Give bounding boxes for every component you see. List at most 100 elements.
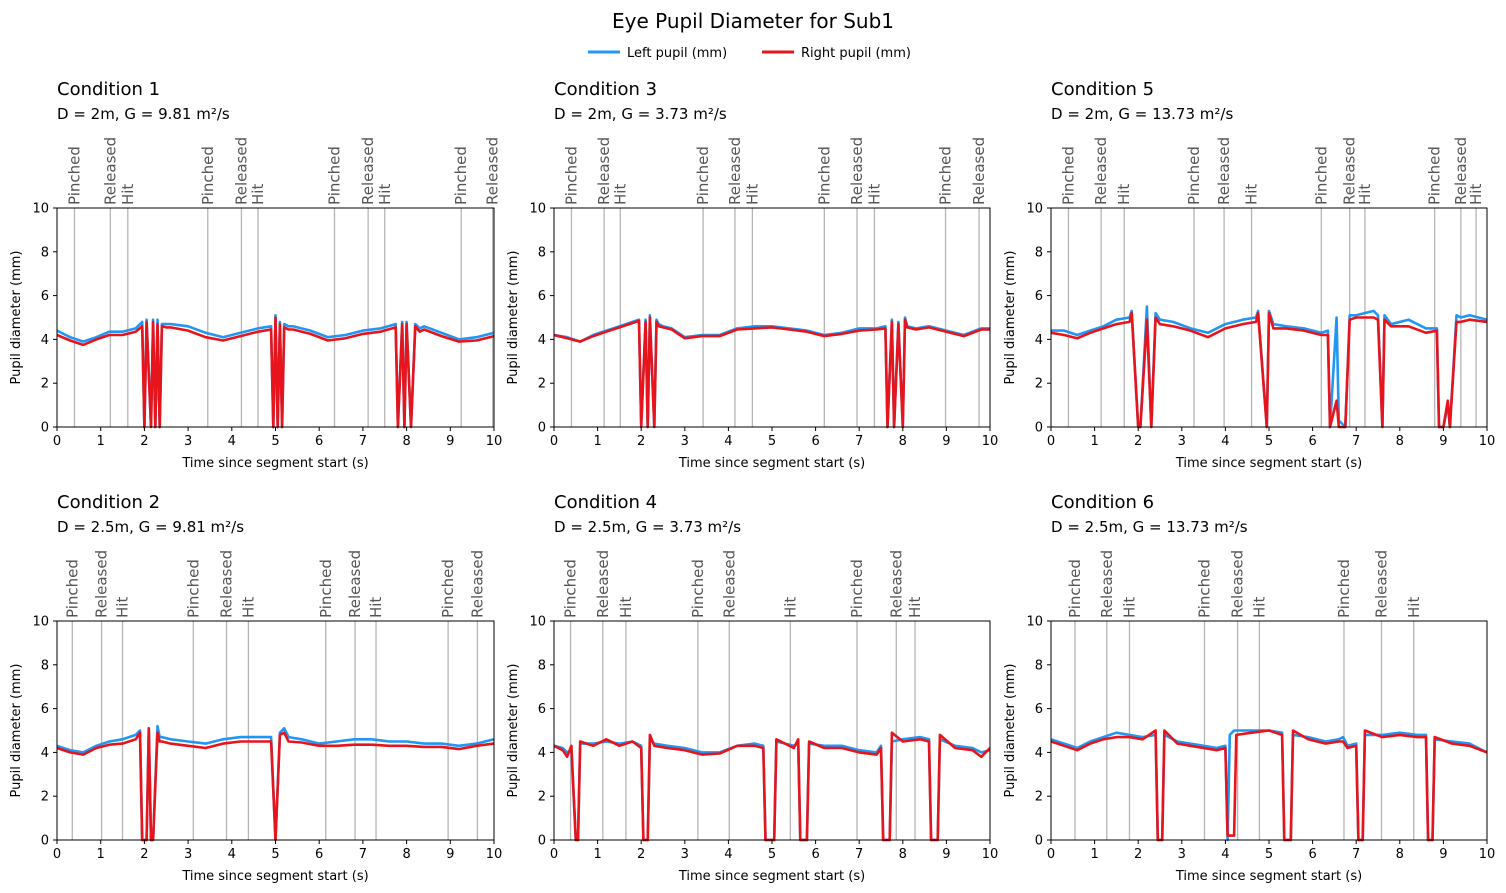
subplot-1: Condition 1 D = 2m, G = 9.81 m²/s Pinched R… [9,79,502,471]
x-tick-label: 10 [982,434,999,449]
x-tick-label: 10 [1479,434,1496,449]
y-tick-label: 4 [41,333,49,348]
y-tick-label: 2 [538,790,546,805]
subplot-title: Condition 1 [57,79,160,100]
right-pupil-line [554,316,990,429]
figure-legend: Left pupil (mm) Right pupil (mm) [588,46,911,61]
event-label: Hit [114,597,132,618]
axes-frame [553,620,991,841]
y-tick-label: 6 [1035,289,1043,304]
subplot-6: Condition 6 D = 2.5m, G = 13.73 m²/s Pinch… [1003,492,1495,884]
subplot-subtitle: D = 2.5m, G = 3.73 m²/s [554,518,741,536]
x-tick-label: 8 [402,434,410,449]
x-tick-label: 8 [1396,434,1404,449]
x-tick-label: 9 [446,847,454,862]
event-label: Released [595,137,613,205]
x-tick-label: 3 [184,847,192,862]
x-axis-label: Time since segment start (s) [181,456,368,471]
event-label: Pinched [694,146,712,205]
event-label: Released [726,137,744,205]
x-tick-label: 10 [1479,847,1496,862]
y-tick-label: 0 [538,834,546,849]
x-tick-label: 6 [315,434,323,449]
event-label: Hit [865,184,883,205]
x-tick-label: 5 [1265,847,1273,862]
axes-frame [553,207,991,428]
y-tick-label: 10 [32,615,49,630]
event-label: Hit [1250,597,1268,618]
y-tick-label: 6 [41,702,49,717]
x-tick-label: 9 [1439,847,1447,862]
figure-title: Eye Pupil Diameter for Sub1 [612,9,894,33]
x-tick-label: 8 [402,847,410,862]
event-label: Released [484,137,502,205]
x-tick-label: 1 [1090,434,1098,449]
y-tick-label: 0 [1035,421,1043,436]
x-tick-label: 0 [1047,847,1055,862]
subplot-3: Condition 5 D = 2m, G = 13.73 m²/s Pinched… [1003,79,1495,471]
event-label: Released [594,550,612,618]
event-label: Pinched [1312,146,1330,205]
left-pupil-line [554,313,990,429]
event-label: Hit [617,597,635,618]
event-label: Released [359,137,377,205]
x-tick-label: 0 [53,434,61,449]
x-tick-label: 1 [593,434,601,449]
event-label: Released [970,137,988,205]
y-axis-label: Pupil diameter (mm) [506,251,521,385]
event-label: Pinched [1195,559,1213,618]
subplot-subtitle: D = 2.5m, G = 13.73 m²/s [1051,518,1248,536]
x-tick-label: 7 [1352,434,1360,449]
subplot-subtitle: D = 2m, G = 13.73 m²/s [1051,105,1233,123]
event-label: Pinched [325,146,343,205]
right-pupil-line [1051,311,1487,429]
y-tick-label: 2 [538,377,546,392]
right-pupil-line [57,726,494,842]
event-label: Released [1215,137,1233,205]
event-label: Pinched [199,146,217,205]
y-tick-label: 2 [1035,790,1043,805]
event-label: Pinched [184,559,202,618]
y-tick-label: 4 [41,746,49,761]
y-tick-label: 0 [41,834,49,849]
x-tick-label: 10 [982,847,999,862]
y-tick-label: 4 [538,333,546,348]
x-tick-label: 0 [550,847,558,862]
x-tick-label: 7 [359,434,367,449]
event-label: Released [1372,550,1390,618]
x-tick-label: 9 [1439,434,1447,449]
y-tick-label: 10 [529,615,546,630]
x-axis-label: Time since segment start (s) [678,456,865,471]
x-tick-label: 9 [942,434,950,449]
event-label: Hit [611,184,629,205]
y-axis-label: Pupil diameter (mm) [9,251,24,385]
event-label: Hit [376,184,394,205]
x-tick-label: 5 [768,434,776,449]
x-tick-label: 6 [315,847,323,862]
x-tick-label: 10 [486,434,503,449]
x-tick-label: 5 [768,847,776,862]
right-pupil-line [1051,729,1487,842]
event-label: Pinched [562,146,580,205]
x-axis-label: Time since segment start (s) [678,869,865,884]
event-label: Released [1229,550,1247,618]
x-tick-label: 4 [228,434,236,449]
y-tick-label: 0 [41,421,49,436]
y-tick-label: 10 [1026,202,1043,217]
event-label: Released [1452,137,1470,205]
x-tick-label: 7 [855,434,863,449]
event-label: Hit [119,184,137,205]
subplot-5: Condition 4 D = 2.5m, G = 3.73 m²/s Pinche… [506,492,998,884]
x-tick-label: 0 [550,434,558,449]
x-tick-label: 7 [359,847,367,862]
event-label: Hit [743,184,761,205]
subplot-subtitle: D = 2m, G = 9.81 m²/s [57,105,230,123]
x-tick-label: 0 [1047,434,1055,449]
y-tick-label: 8 [41,245,49,260]
y-axis-label: Pupil diameter (mm) [9,664,24,798]
y-tick-label: 4 [1035,333,1043,348]
x-tick-label: 10 [486,847,503,862]
subplot-title: Condition 4 [554,492,657,513]
subplot-title: Condition 2 [57,492,160,513]
